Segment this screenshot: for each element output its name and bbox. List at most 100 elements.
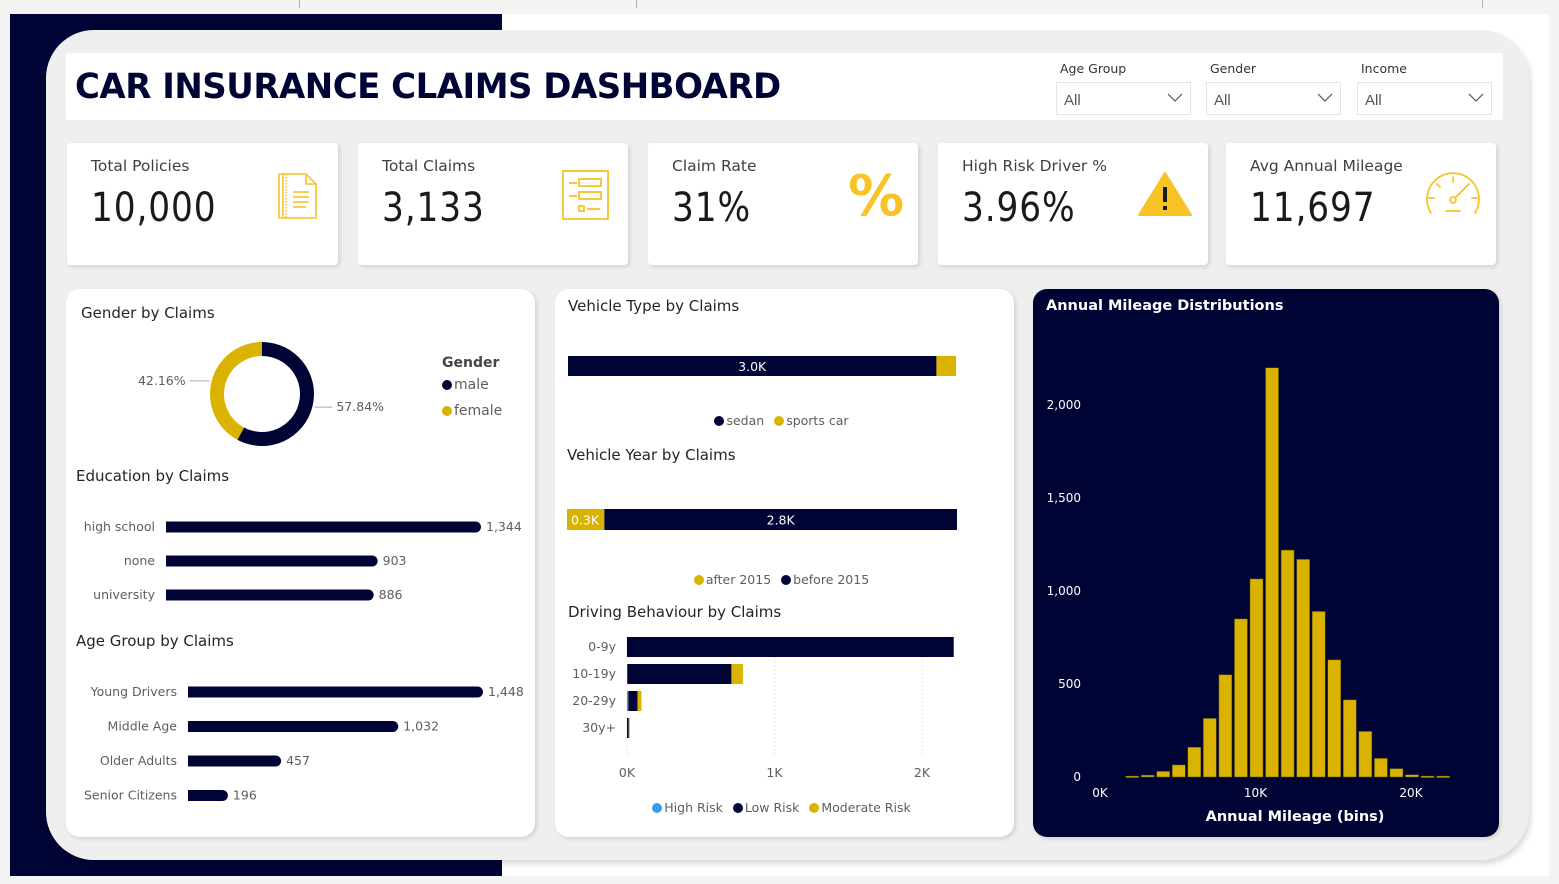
histogram-bar (1125, 775, 1139, 778)
demographics-panel: Gender by Claims 57.84% 42.16% Gender mal… (66, 289, 535, 837)
slicer-age-group: Age Group All (1056, 61, 1191, 115)
histogram-bar (1156, 771, 1170, 778)
vehicle-year-title: Vehicle Year by Claims (567, 446, 736, 464)
kpi-label: Claim Rate (672, 157, 757, 175)
bar-segment-moderate-risk (637, 691, 642, 711)
legend-label: High Risk (664, 800, 723, 815)
y-tick-label: 500 (1058, 677, 1081, 691)
slicer-label: Income (1361, 61, 1407, 76)
legend-label: before 2015 (793, 572, 870, 587)
vehicle-type-legend: sedan sports car (555, 413, 1014, 428)
legend-item-after-2015[interactable]: after 2015 (693, 572, 771, 587)
bar-segment-low-risk (627, 637, 954, 657)
gender-legend: Gender male female (442, 355, 502, 419)
dropdown-value: All (1365, 92, 1382, 109)
data-label: 1,032 (403, 719, 439, 734)
category-label: high school (84, 519, 155, 534)
bar-segment-before-2015 (604, 509, 957, 530)
x-tick-label: 0K (619, 765, 636, 780)
y-tick-label: 2,000 (1047, 398, 1081, 412)
category-label: 10-19y (572, 666, 616, 681)
legend-item-low-risk[interactable]: Low Risk (732, 800, 799, 815)
gender-donut-chart: 57.84% 42.16% (138, 342, 384, 446)
x-tick-label: 10K (1244, 786, 1268, 800)
gender-chart-title: Gender by Claims (81, 304, 215, 322)
document-icon (278, 173, 317, 219)
mileage-histogram: 0 500 1,000 1,500 2,000 0K 10K 20K Annual Mileag… (1047, 367, 1450, 825)
y-tick-label: 1,500 (1047, 491, 1081, 505)
data-label: 2.8K (767, 513, 796, 528)
kpi-value: 10,000 (91, 185, 217, 231)
y-tick-label: 1,000 (1047, 584, 1081, 598)
histogram-bar (1374, 758, 1388, 778)
histogram-bar (1249, 578, 1264, 778)
bar-segment-after-2015 (567, 509, 605, 530)
histogram-bar (1187, 746, 1202, 778)
legend-item-before-2015[interactable]: before 2015 (781, 572, 869, 587)
legend-marker (442, 380, 452, 390)
data-label: 886 (379, 587, 403, 602)
bar-segment-high-risk (627, 691, 629, 711)
kpi-label: High Risk Driver % (962, 157, 1107, 175)
percent-icon: % (848, 167, 904, 223)
age-chart-title: Age Group by Claims (76, 632, 234, 650)
histogram-bar (1280, 549, 1295, 778)
legend-item-male[interactable]: male (442, 377, 502, 393)
histogram-bar (1265, 367, 1279, 778)
list-form-icon (562, 170, 609, 220)
x-tick-label: 2K (914, 765, 931, 780)
bar (188, 721, 399, 732)
kpi-label: Avg Annual Mileage (1250, 157, 1403, 175)
bar (188, 790, 228, 801)
histogram-bar (1218, 674, 1233, 778)
speedometer-icon (1426, 172, 1480, 214)
histogram-bar (1172, 764, 1186, 778)
bar (166, 589, 374, 601)
bar (166, 521, 481, 533)
kpi-total-claims: Total Claims 3,133 (358, 143, 628, 265)
driving-behaviour-title: Driving Behaviour by Claims (568, 603, 782, 621)
kpi-value: 31% (672, 185, 752, 231)
kpi-total-policies: Total Policies 10,000 (67, 143, 338, 265)
legend-item-sedan[interactable]: sedan (714, 413, 764, 428)
age-group-dropdown[interactable]: All (1056, 82, 1191, 115)
education-bar-chart: high school 1,344 none 903 university 886 (84, 519, 522, 602)
bar-segment-moderate-risk (731, 664, 743, 684)
bar-segment-low-risk (628, 691, 638, 711)
warning-icon (1138, 172, 1192, 216)
histogram-bar (1234, 618, 1248, 778)
data-label-male: 57.84% (336, 399, 384, 414)
category-label: Senior Citizens (84, 788, 177, 803)
bar (188, 755, 282, 767)
vehicle-year-legend: after 2015 before 2015 (555, 572, 1014, 587)
legend-item-female[interactable]: female (442, 403, 502, 419)
gender-dropdown[interactable]: All (1206, 82, 1341, 115)
x-tick-label: 0K (1092, 786, 1109, 800)
bar-segment-sedan (568, 356, 937, 376)
bar-segment-sports-car (936, 356, 956, 376)
kpi-high-risk-driver: High Risk Driver % 3.96% (938, 143, 1208, 265)
tab-divider (636, 0, 637, 8)
legend-item-moderate-risk[interactable]: Moderate Risk (809, 800, 911, 815)
x-tick-label: 1K (766, 765, 783, 780)
driving-behaviour-bar-chart: 0K 1K 2K 0-9y 10-19y 20-29y 30y+ (572, 637, 954, 780)
kpi-value: 3.96% (962, 185, 1076, 231)
bar-segment-low-risk (627, 718, 629, 738)
x-tick-label: 20K (1399, 786, 1423, 800)
income-dropdown[interactable]: All (1357, 82, 1492, 115)
kpi-claim-rate: Claim Rate 31% % (648, 143, 918, 265)
chevron-down-icon (1167, 93, 1183, 102)
y-tick-label: 0 (1073, 770, 1081, 784)
kpi-avg-annual-mileage: Avg Annual Mileage 11,697 (1226, 143, 1496, 265)
legend-label: sedan (726, 413, 765, 428)
tab-divider (299, 0, 300, 8)
slicer-gender: Gender All (1206, 61, 1341, 115)
kpi-label: Total Claims (382, 157, 476, 175)
category-label: Young Drivers (90, 684, 177, 699)
data-label: 903 (383, 553, 407, 568)
legend-label: Moderate Risk (821, 800, 911, 815)
legend-item-sports-car[interactable]: sports car (774, 413, 849, 428)
category-label: 20-29y (572, 693, 616, 708)
bar (166, 555, 378, 567)
legend-item-high-risk[interactable]: High Risk (652, 800, 723, 815)
